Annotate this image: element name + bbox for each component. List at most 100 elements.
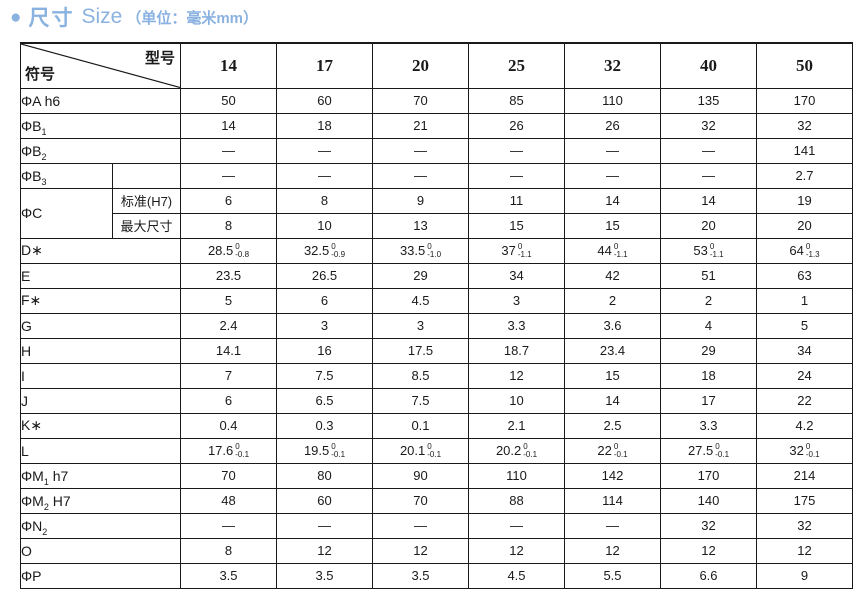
cell-value: 20 xyxy=(756,212,853,239)
cell-value: 2.1 xyxy=(468,412,565,439)
cell-value: 14 xyxy=(564,387,661,414)
tolerance-value: 20.2 0 -0.1 xyxy=(495,441,538,459)
tolerance-value: 44 0 -1.1 xyxy=(597,241,628,259)
cell-value: 20.2 0 -0.1 xyxy=(468,437,565,464)
cell-value: 5 xyxy=(756,312,853,339)
cell-value: 12 xyxy=(756,537,853,564)
table-row: H 14.1 16 17.5 18.7 23.4 29 34 xyxy=(20,337,853,364)
cell-value: 88 xyxy=(468,487,565,514)
label-subscript: 1 xyxy=(41,126,47,137)
row-label: ΦB2 xyxy=(20,137,181,164)
cell-value: 17.6 0 -0.1 xyxy=(180,437,277,464)
row-label: I xyxy=(20,362,181,389)
cell-value: 3.5 xyxy=(276,562,373,589)
diagonal-line xyxy=(21,44,180,87)
cell-value: — xyxy=(660,162,757,189)
row-label: ΦM1 h7 xyxy=(20,462,181,489)
cell-value: 51 xyxy=(660,262,757,289)
cell-value: 9 xyxy=(756,562,853,589)
label-subscript: 1 xyxy=(43,476,49,487)
row-label: ΦA h6 xyxy=(20,87,181,114)
cell-value: 6.5 xyxy=(276,387,373,414)
cell-value: 6 xyxy=(180,187,277,214)
tolerance-value: 20.1 0 -0.1 xyxy=(399,441,442,459)
cell-value: 4.5 xyxy=(372,287,469,314)
cell-value: 90 xyxy=(372,462,469,489)
table-row: ΦB2— — — — — —141 xyxy=(20,137,853,164)
cell-value: — xyxy=(468,137,565,164)
tolerance-value: 22 0 -0.1 xyxy=(597,441,628,459)
cell-value: 60 xyxy=(276,87,373,114)
cell-value: 8 xyxy=(180,212,277,239)
cell-value: 8.5 xyxy=(372,362,469,389)
cell-value: 2 xyxy=(564,287,661,314)
cell-value: 5 xyxy=(180,287,277,314)
cell-value: 23.5 xyxy=(180,262,277,289)
cell-value: — xyxy=(180,512,277,539)
cell-value: 42 xyxy=(564,262,661,289)
cell-value: 15 xyxy=(468,212,565,239)
cell-value: 2.7 xyxy=(756,162,853,189)
cell-value: 34 xyxy=(468,262,565,289)
cell-value: 11 xyxy=(468,187,565,214)
cell-value: 17 xyxy=(660,387,757,414)
table-row: L 17.6 0 -0.1 19.5 0 -0.1 20.1 0 -0.1 20.2 0 -0.1 22 0… xyxy=(20,437,853,464)
corner-symbol-label: 符号 xyxy=(25,65,56,83)
cell-value: 6 xyxy=(180,387,277,414)
cell-value: 70 xyxy=(180,462,277,489)
cell-value: 12 xyxy=(660,537,757,564)
cell-value: 3 xyxy=(468,287,565,314)
cell-value: 14 xyxy=(660,187,757,214)
cell-value: — xyxy=(372,137,469,164)
row-label: ΦB3 xyxy=(20,162,113,189)
corner-cell: 型号 符号 xyxy=(20,42,181,89)
row-label: G xyxy=(20,312,181,339)
cell-value: 4.5 xyxy=(468,562,565,589)
cell-value: 135 xyxy=(660,87,757,114)
cell-value: 12 xyxy=(372,537,469,564)
cell-value: — xyxy=(372,162,469,189)
cell-value: — xyxy=(372,512,469,539)
row-label: ΦC xyxy=(20,187,113,239)
column-header: 25 xyxy=(468,42,565,89)
corner-model-label: 型号 xyxy=(144,50,175,67)
cell-value: 53 0 -1.1 xyxy=(660,237,757,264)
cell-value: 28.5 0 -0.8 xyxy=(180,237,277,264)
cell-value: 15 xyxy=(564,362,661,389)
tolerance-value: 19.5 0 -0.1 xyxy=(303,441,346,459)
cell-value: — xyxy=(468,512,565,539)
cell-value: 16 xyxy=(276,337,373,364)
cell-value: 0.3 xyxy=(276,412,373,439)
cell-value: 9 xyxy=(372,187,469,214)
cell-value: 214 xyxy=(756,462,853,489)
cell-value: — xyxy=(180,137,277,164)
tolerance-value: 27.5 0 -0.1 xyxy=(687,441,730,459)
cell-value: 18 xyxy=(276,112,373,139)
cell-value: 6 xyxy=(276,287,373,314)
table-row: D∗ 28.5 0 -0.8 32.5 0 -0.9 33.5 0 -1.0 37 0 -1.1 44 0-… xyxy=(20,237,853,264)
cell-value: 50 xyxy=(180,87,277,114)
tolerance-value: 37 0 -1.1 xyxy=(501,241,532,259)
cell-value: 12 xyxy=(468,537,565,564)
cell-value: 110 xyxy=(468,462,565,489)
cell-value: 5.5 xyxy=(564,562,661,589)
column-header: 32 xyxy=(564,42,661,89)
label-subscript: 3 xyxy=(41,176,47,187)
cell-value: 3.3 xyxy=(468,312,565,339)
cell-value: 19 xyxy=(756,187,853,214)
cell-value: 10 xyxy=(276,212,373,239)
cell-value: 3.5 xyxy=(180,562,277,589)
tolerance-value: 28.5 0 -0.8 xyxy=(207,241,250,259)
cell-value: 175 xyxy=(756,487,853,514)
section-title: ● 尺寸 Size （单位：毫米mm） xyxy=(10,3,258,31)
cell-value: — xyxy=(564,512,661,539)
cell-value: — xyxy=(276,137,373,164)
cell-value: 4.2 xyxy=(756,412,853,439)
cell-value: 2.4 xyxy=(180,312,277,339)
table-row: O 8 12 12 12 12 12 12 xyxy=(20,537,853,564)
table-row: K∗ 0.4 0.3 0.1 2.1 2.5 3.3 4.2 xyxy=(20,412,853,439)
column-header: 50 xyxy=(756,42,853,89)
cell-value: 6.6 xyxy=(660,562,757,589)
tolerance-value: 33.5 0 -1.0 xyxy=(399,241,442,259)
cell-value: 20.1 0 -0.1 xyxy=(372,437,469,464)
